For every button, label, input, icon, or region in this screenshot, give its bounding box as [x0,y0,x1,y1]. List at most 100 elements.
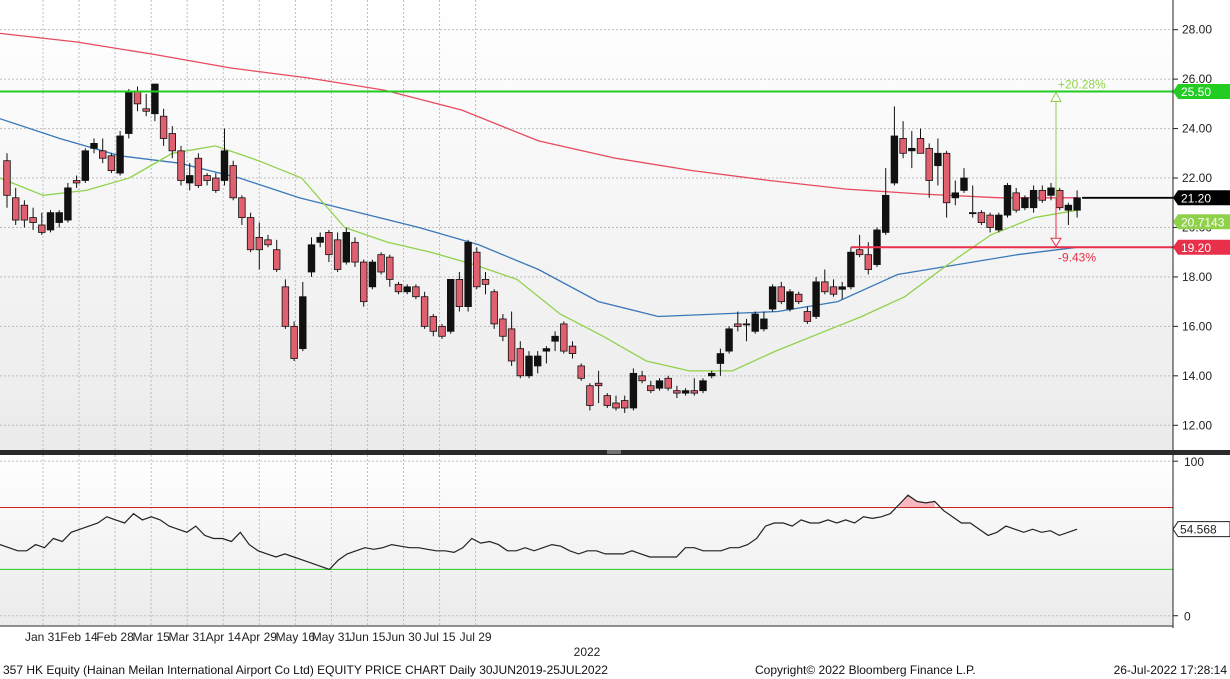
candle-body [829,286,838,295]
candle-body [969,212,977,215]
candle-body [568,345,577,354]
y-tick-label: 22.00 [1182,171,1212,185]
candle-body [594,382,603,387]
candle-body [1056,189,1064,209]
candle-body [377,254,385,273]
candle-body [359,261,368,303]
x-tick-label: Apr 14 [206,630,242,644]
rsi-line [0,494,1078,571]
candle-body [647,385,655,392]
y-tick-label: 16.00 [1182,319,1212,333]
price-tags: 25.50 21.20 20.7143 19.20 [1173,83,1230,255]
candle-body [951,192,959,199]
candle-body [934,152,942,167]
chart-description: 357 HK Equity (Hainan Meilan Internation… [3,663,608,677]
candle-body [664,377,672,389]
candle-body [412,286,420,298]
candle-body [403,286,411,293]
candle-body [942,152,951,204]
candle-body [699,380,707,392]
candle-body [325,232,333,256]
candle-body [55,212,63,223]
upside-percent-label: +20.28% [1058,77,1106,91]
candle-body [499,318,507,337]
candle-body [586,385,594,406]
footer: 357 HK Equity (Hainan Meilan Internation… [0,661,1230,679]
candle-body [386,256,394,280]
timestamp: 26-Jul-2022 17:28:14 [1113,663,1227,677]
x-tick-label: Mar 31 [169,630,207,644]
x-tick-label: Feb 28 [96,630,134,644]
candle-body [960,177,968,191]
candle-body [438,325,446,337]
x-tick-label: Jul 15 [424,630,456,644]
x-tick-label: May 16 [276,630,316,644]
y-tick-label: 28.00 [1182,23,1212,37]
last-price-tag-label: 21.20 [1181,191,1211,205]
support-price-tag [1173,239,1230,255]
candle-body [882,194,890,233]
resistance-price-tag [1173,83,1230,99]
y-tick-label: 24.00 [1182,122,1212,136]
candle-body [481,278,490,285]
y-tick-label: 14.00 [1182,369,1212,383]
candle-body [420,296,429,327]
candle-body [281,286,290,327]
candle-body [99,150,107,159]
candle-body [290,325,298,359]
candle-body [1038,189,1046,201]
support-price-tag-label: 19.20 [1181,241,1211,255]
downside-percent-label: -9.43% [1058,250,1096,264]
candle-body [81,150,89,181]
x-tick-label: Apr 29 [242,630,278,644]
candle-body [272,249,281,270]
candle-body [38,224,46,233]
candle-body [3,160,11,196]
rsi-tick-label: 0 [1184,610,1191,624]
candle-body [612,402,620,409]
candle-body [638,375,646,382]
candle-body [464,241,472,307]
candle-body [20,204,29,221]
candle-body [847,251,855,288]
candle-body [159,115,168,139]
price-y-axis: 12.0014.0016.0018.0020.0022.0024.0026.00… [1173,23,1212,432]
candle-body [795,293,803,303]
panel-borders [0,0,1230,628]
x-tick-label: Jun 15 [349,630,385,644]
candle-body [246,217,255,251]
candle-body [890,135,899,184]
candle-body [560,323,568,352]
candle-body [90,143,98,149]
candle-body [603,395,611,406]
candle-body [551,335,559,342]
x-tick-label: Jun 30 [385,630,421,644]
price-levels: +20.28% -9.43% [0,77,1173,264]
candle-body [864,254,872,270]
candle-body [681,390,690,394]
ma-short-price-tag-label: 20.7143 [1181,215,1225,229]
candle-body [473,251,481,288]
rsi-overbought-fill [899,495,935,508]
rsi-value-label: 54.568 [1180,523,1217,537]
candle-body [133,91,142,105]
candle-body [194,157,203,186]
candle-body [1021,197,1029,209]
candle-body [46,212,55,231]
candle-body [925,147,933,181]
candle-body [125,91,133,134]
candle-body [316,236,324,243]
candle-body [507,328,516,362]
candle-body [1029,189,1038,209]
candle-body [916,138,925,154]
candle-body [768,286,777,310]
candle-body [1064,204,1073,211]
candle-body [534,355,542,367]
x-tick-label: Jan 31 [25,630,61,644]
candle-body [1003,185,1012,216]
copyright-text: Copyright© 2022 Bloomberg Finance L.P. [755,663,976,677]
candle-body [1047,187,1055,196]
candle-body [716,353,725,364]
